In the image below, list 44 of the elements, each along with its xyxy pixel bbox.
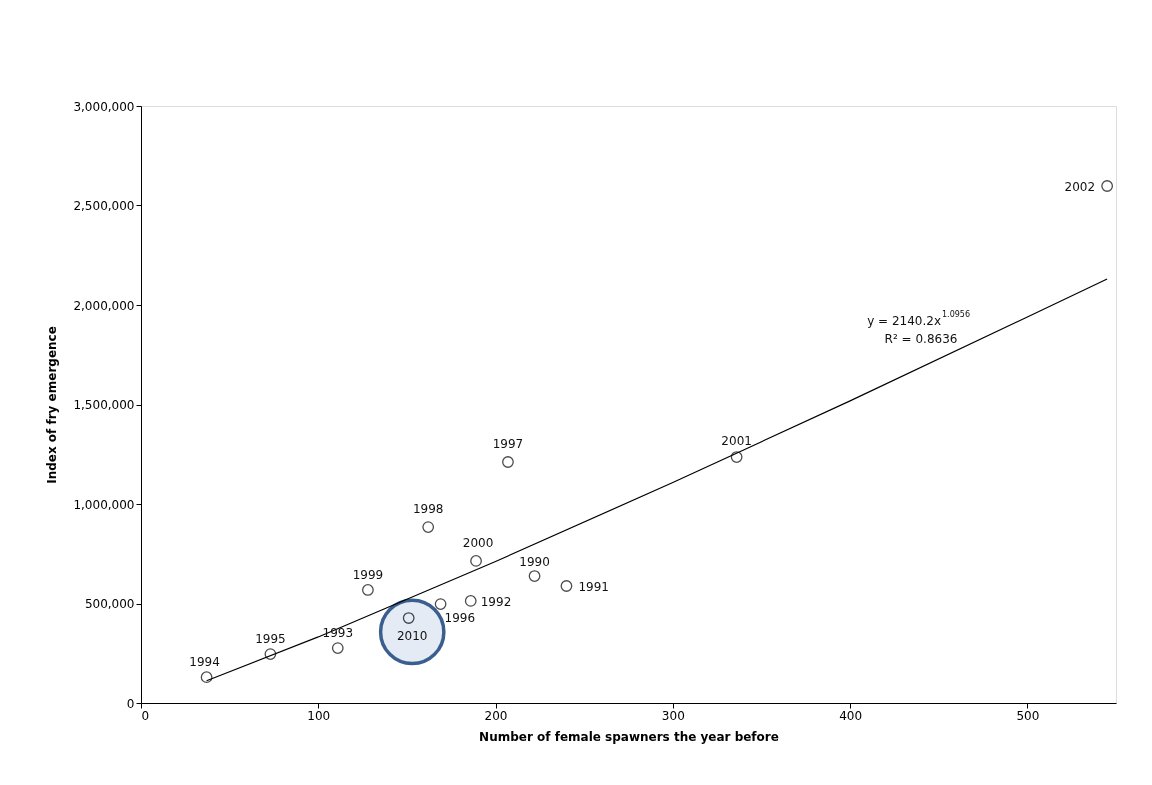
point [362, 584, 374, 596]
annotation: R² = 0.8636 [884, 332, 958, 346]
point [402, 612, 415, 624]
point [434, 598, 447, 610]
point [1101, 180, 1114, 192]
annotation: 1994 [189, 655, 220, 670]
point [560, 580, 573, 592]
annotation: 1991 [578, 579, 609, 594]
x-tick-label: 200 [484, 708, 508, 723]
y-tick-label: 1,500,000 [73, 398, 135, 412]
annotation: 2010 [396, 628, 428, 643]
x-tick-label: 500 [1016, 708, 1040, 723]
annotation: 1998 [412, 502, 444, 517]
point [470, 555, 482, 567]
x-tick-label: 100 [307, 708, 331, 723]
y-tick-label: 2,000,000 [73, 298, 135, 313]
y-tick-label: 1,000,000 [73, 497, 135, 512]
annotation: 2002 [1064, 180, 1096, 194]
annotation: 2001 [721, 434, 752, 449]
annotation: 2000 [462, 535, 494, 550]
annotation: 1999 [352, 567, 384, 582]
y-tick-label: 2,500,000 [73, 199, 135, 213]
annotation: 1997 [492, 437, 524, 452]
x-tick-label: 400 [839, 708, 863, 723]
point [528, 570, 541, 582]
point [730, 451, 743, 463]
y-tick-label: 3,000,000 [73, 99, 135, 114]
annotation: 1992 [480, 594, 512, 609]
point [422, 521, 435, 533]
y-tick-label: 500,000 [84, 597, 135, 611]
point [264, 648, 277, 660]
point [464, 595, 477, 607]
annotation: 1993 [322, 626, 354, 641]
x-axis-title: Number of female spawners the year before [479, 729, 779, 744]
point [331, 642, 344, 654]
y-axis-title: Index of fry emergence [45, 326, 60, 484]
x-tick-label: 300 [661, 708, 685, 723]
annotation: 1996 [444, 611, 476, 626]
x-tick-label: 0 [141, 708, 150, 723]
point [502, 456, 514, 468]
point [200, 671, 213, 684]
annotation: 1990 [519, 555, 550, 570]
y-tick-label: 0 [126, 696, 135, 711]
annotation: 1995 [255, 632, 286, 647]
